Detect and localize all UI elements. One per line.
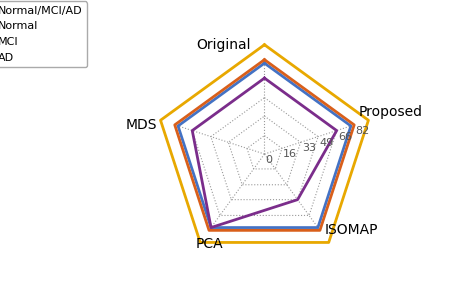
Text: 49: 49 <box>319 138 334 148</box>
Text: MDS: MDS <box>126 118 157 132</box>
Text: 82: 82 <box>356 126 370 136</box>
Text: 0: 0 <box>265 155 273 165</box>
Text: 33: 33 <box>302 143 316 153</box>
Legend: Normal/MCI/AD, Normal, MCI, AD: Normal/MCI/AD, Normal, MCI, AD <box>0 2 87 67</box>
Text: PCA: PCA <box>195 237 223 251</box>
Text: ISOMAP: ISOMAP <box>325 223 378 237</box>
Text: 16: 16 <box>283 149 297 159</box>
Text: 66: 66 <box>338 132 352 142</box>
Text: Proposed: Proposed <box>359 105 423 119</box>
Text: Original: Original <box>196 38 251 52</box>
